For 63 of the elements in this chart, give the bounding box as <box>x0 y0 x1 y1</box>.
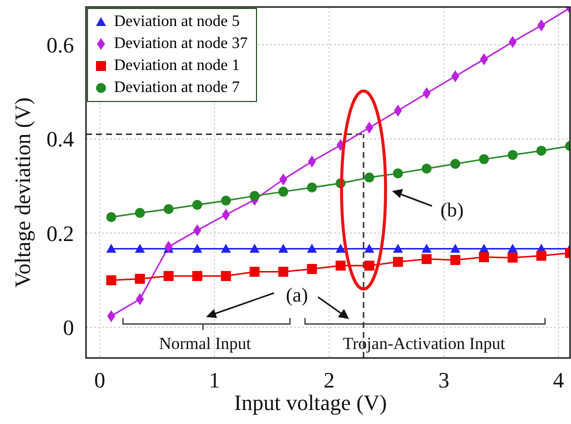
point <box>508 252 518 263</box>
point <box>450 255 460 266</box>
point <box>220 196 231 206</box>
point <box>536 146 546 156</box>
point <box>336 244 346 253</box>
y-tick-label: 0.4 <box>46 126 74 152</box>
point <box>134 274 145 284</box>
point <box>106 275 116 286</box>
point <box>392 168 403 178</box>
point <box>306 182 317 192</box>
y-tick-label: 0.6 <box>46 32 74 58</box>
point <box>336 260 346 271</box>
point <box>220 271 231 282</box>
legend-label: Deviation at node 5 <box>114 13 240 31</box>
point <box>278 186 288 197</box>
annotation: Trojan-Activation Input <box>342 334 506 353</box>
x-tick-label: 3 <box>438 368 450 393</box>
x-tick-label: 2 <box>324 368 335 393</box>
point <box>306 264 317 274</box>
legend-label: Deviation at node 1 <box>114 57 240 75</box>
point <box>478 252 489 262</box>
point <box>478 154 489 164</box>
point <box>278 244 288 253</box>
point <box>392 244 403 253</box>
point <box>392 256 403 267</box>
point <box>164 271 174 282</box>
point <box>536 250 546 261</box>
legend-label: Deviation at node 37 <box>114 35 248 53</box>
x-tick-label: 4 <box>553 368 564 393</box>
point <box>508 150 518 160</box>
point <box>134 208 145 218</box>
point <box>220 244 231 253</box>
point <box>192 271 202 282</box>
point <box>250 190 260 201</box>
point <box>422 254 432 264</box>
point <box>164 204 174 214</box>
point <box>250 266 260 277</box>
annotation: (b) <box>440 200 464 222</box>
point <box>422 244 432 253</box>
x-tick-label: 0 <box>94 368 106 393</box>
annotation: (a) <box>286 284 308 307</box>
y-axis-title: Voltage deviation (V) <box>10 97 35 288</box>
y-tick-label: 0.2 <box>46 220 74 246</box>
point <box>250 244 260 253</box>
point <box>364 172 374 183</box>
point <box>134 244 145 253</box>
legend-label: Deviation at node 7 <box>114 79 240 97</box>
point <box>364 244 374 253</box>
point <box>192 200 202 210</box>
point <box>422 164 432 174</box>
x-axis-title: Input voltage (V) <box>234 390 387 415</box>
point <box>106 212 116 222</box>
point <box>278 266 288 277</box>
point <box>450 244 460 253</box>
x-tick-label: 1 <box>208 368 220 393</box>
point <box>450 158 460 169</box>
point <box>508 244 518 253</box>
annotation: Normal Input <box>158 334 252 353</box>
y-tick-label: 0 <box>63 315 74 340</box>
point <box>364 260 374 271</box>
point <box>192 244 202 253</box>
point <box>306 244 317 253</box>
point <box>106 244 116 253</box>
